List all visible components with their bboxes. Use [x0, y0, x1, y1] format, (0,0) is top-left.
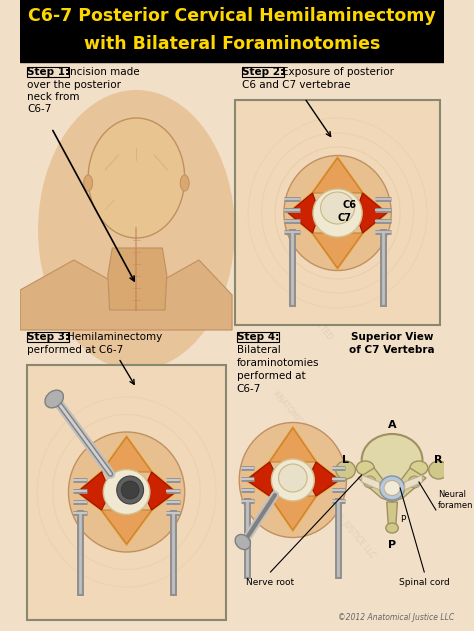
Ellipse shape: [45, 390, 64, 408]
Text: foraminotomies: foraminotomies: [237, 358, 319, 368]
Ellipse shape: [284, 155, 391, 271]
Ellipse shape: [279, 464, 307, 492]
Text: of C7 Vertebra: of C7 Vertebra: [349, 345, 435, 355]
Polygon shape: [405, 475, 422, 490]
Polygon shape: [246, 462, 279, 496]
Text: A: A: [388, 420, 396, 430]
Text: Incision made: Incision made: [67, 67, 139, 77]
Text: L: L: [342, 455, 349, 465]
Polygon shape: [312, 233, 363, 268]
Text: ANATOMICAL JUSTICE LLC: ANATOMICAL JUSTICE LLC: [272, 139, 341, 220]
Polygon shape: [270, 496, 316, 530]
Text: Hemilaminectomy: Hemilaminectomy: [67, 332, 162, 342]
Ellipse shape: [117, 476, 144, 504]
Text: over the posterior: over the posterior: [27, 80, 121, 90]
Text: C6 and C7 vertebrae: C6 and C7 vertebrae: [242, 80, 350, 90]
Text: Exposure of posterior: Exposure of posterior: [282, 67, 394, 77]
Polygon shape: [387, 502, 397, 528]
Ellipse shape: [362, 434, 422, 486]
Polygon shape: [77, 472, 110, 510]
Text: ANATOMICAL JUSTICE LLC: ANATOMICAL JUSTICE LLC: [66, 139, 136, 220]
Text: ANATOMICAL JUSTICE LLC: ANATOMICAL JUSTICE LLC: [66, 390, 136, 470]
Ellipse shape: [408, 476, 421, 488]
Text: C6-7 Posterior Cervical Hemilaminectomy: C6-7 Posterior Cervical Hemilaminectomy: [28, 7, 436, 25]
Ellipse shape: [103, 469, 150, 514]
Ellipse shape: [272, 459, 314, 501]
Polygon shape: [101, 510, 152, 544]
Text: COPYRIGHT © PROTECTED: COPYRIGHT © PROTECTED: [261, 258, 334, 342]
Ellipse shape: [313, 189, 362, 237]
Ellipse shape: [410, 461, 428, 475]
Ellipse shape: [235, 534, 250, 550]
Ellipse shape: [364, 476, 376, 488]
Bar: [235, 100, 440, 325]
Ellipse shape: [68, 432, 185, 552]
Text: ANATOMICAL JUSTICE LLC: ANATOMICAL JUSTICE LLC: [101, 480, 171, 560]
Text: ANATOMICAL JUSTICE LLC: ANATOMICAL JUSTICE LLC: [307, 480, 377, 560]
Text: with Bilateral Foraminotomies: with Bilateral Foraminotomies: [84, 35, 380, 53]
Polygon shape: [392, 468, 426, 502]
Ellipse shape: [180, 175, 189, 191]
Polygon shape: [270, 428, 316, 462]
Text: Step 3:: Step 3:: [27, 332, 70, 342]
Polygon shape: [101, 437, 152, 472]
Text: ©2012 Anatomical Justice LLC: ©2012 Anatomical Justice LLC: [337, 613, 454, 622]
Ellipse shape: [336, 461, 356, 479]
Text: C6: C6: [342, 200, 356, 210]
Bar: [20, 0, 444, 62]
Ellipse shape: [88, 118, 185, 238]
Ellipse shape: [380, 476, 405, 500]
Polygon shape: [20, 260, 232, 330]
Ellipse shape: [356, 461, 374, 475]
Text: Spinal cord: Spinal cord: [399, 578, 450, 587]
Ellipse shape: [320, 192, 355, 224]
Text: ANATOMICAL JUSTICE LLC: ANATOMICAL JUSTICE LLC: [272, 390, 341, 470]
Text: neck from: neck from: [27, 92, 80, 102]
Ellipse shape: [384, 480, 400, 495]
Bar: [27, 365, 226, 620]
Text: C6-7: C6-7: [237, 384, 261, 394]
Polygon shape: [358, 468, 392, 502]
Ellipse shape: [121, 481, 139, 499]
Text: P: P: [400, 516, 405, 524]
Ellipse shape: [239, 423, 346, 538]
Text: R: R: [434, 455, 443, 465]
Polygon shape: [288, 193, 319, 233]
Polygon shape: [108, 248, 167, 310]
Polygon shape: [312, 158, 363, 193]
Text: P: P: [388, 540, 396, 550]
Text: Step 2:: Step 2:: [242, 67, 284, 77]
Text: C7: C7: [337, 213, 352, 223]
Text: Neural
foramen: Neural foramen: [438, 490, 473, 510]
Text: Bilateral: Bilateral: [237, 345, 280, 355]
Text: performed at: performed at: [237, 371, 305, 381]
Ellipse shape: [386, 523, 398, 533]
Text: performed at C6-7: performed at C6-7: [27, 345, 124, 355]
Polygon shape: [362, 475, 380, 490]
Text: Nerve root: Nerve root: [246, 578, 294, 587]
Text: Superior View: Superior View: [351, 332, 433, 342]
Ellipse shape: [84, 175, 92, 191]
Polygon shape: [143, 472, 176, 510]
Text: C6-7: C6-7: [27, 104, 52, 114]
Ellipse shape: [428, 461, 448, 479]
Text: Step 4:: Step 4:: [237, 332, 279, 342]
Polygon shape: [356, 193, 387, 233]
Text: Step 1:: Step 1:: [27, 67, 70, 77]
Text: COPYRIGHT © PROTECTED: COPYRIGHT © PROTECTED: [55, 258, 128, 342]
Polygon shape: [307, 462, 339, 496]
Ellipse shape: [38, 90, 235, 370]
